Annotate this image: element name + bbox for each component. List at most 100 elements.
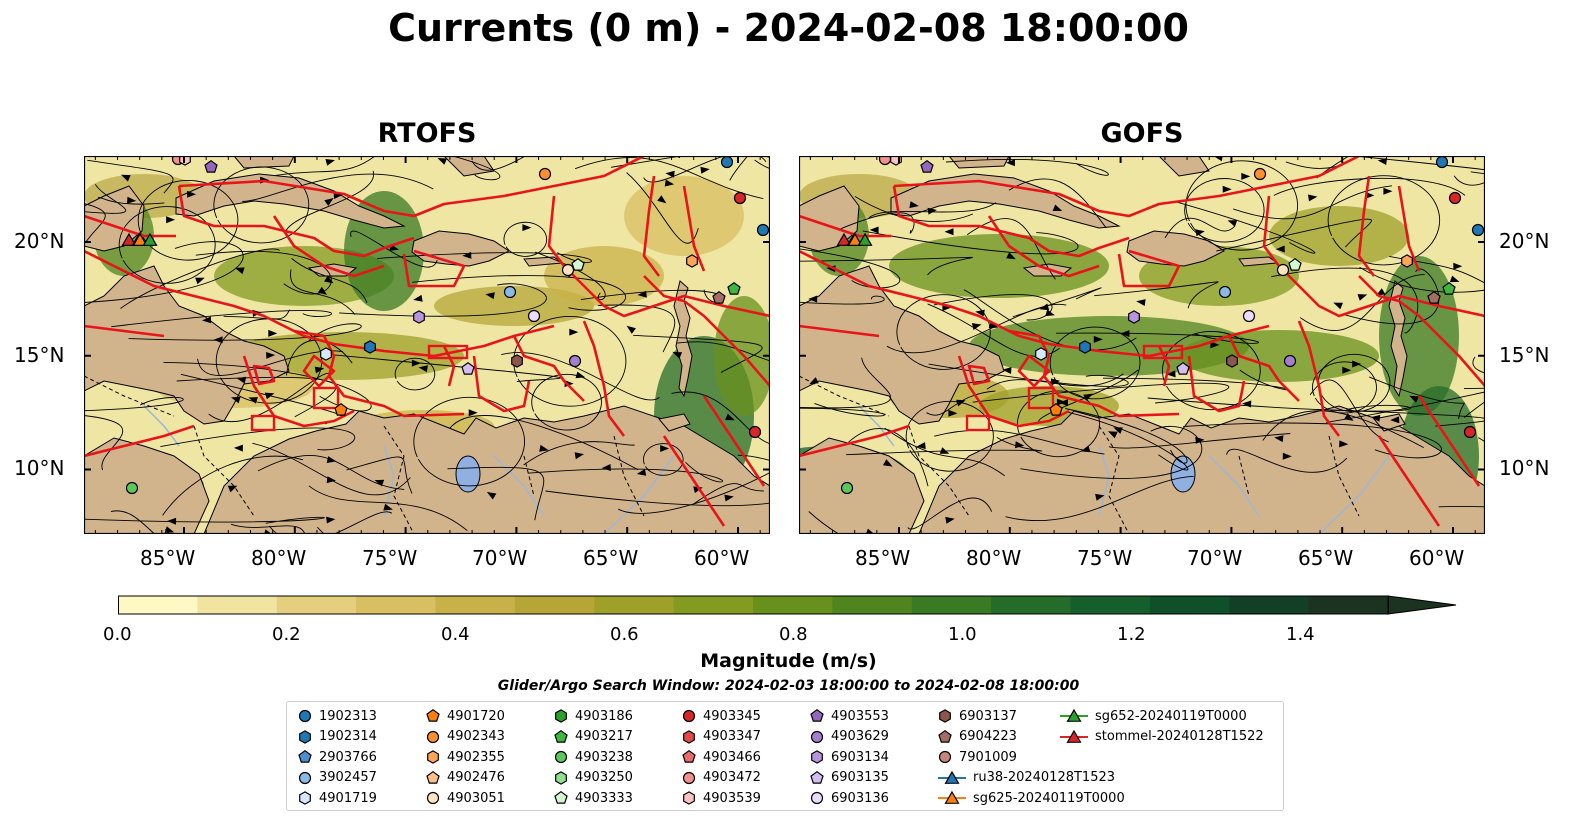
streamline-arrow: [166, 216, 176, 224]
legend-item: 3902457: [297, 768, 377, 788]
streamline-arrow: [1308, 194, 1318, 202]
float-marker: [847, 232, 863, 246]
eez-boundary: [893, 156, 1360, 218]
streamline-arrow: [1333, 302, 1343, 310]
colorbar-tick: 1.4: [1286, 624, 1315, 645]
legend-marker-icon: [299, 791, 311, 805]
legend-marker-icon: [1060, 708, 1088, 722]
legend-marker-icon: [938, 750, 952, 764]
streamline-arrow: [1409, 395, 1419, 403]
streamline: [252, 442, 411, 496]
streamline: [633, 334, 763, 373]
streamline-arrow: [231, 396, 241, 404]
float-marker: [1442, 281, 1456, 295]
streamline: [867, 202, 997, 220]
legend-item: sg625-20240119T0000: [937, 788, 1125, 808]
streamline-arrow: [418, 365, 428, 373]
streamline: [1316, 156, 1350, 179]
streamline-arrow: [575, 371, 586, 379]
legend-marker-icon: [298, 709, 312, 723]
legend-label: 2903766: [319, 749, 377, 765]
river: [858, 405, 895, 447]
streamline-arrow: [1056, 398, 1066, 406]
legend-item: 4903345: [681, 706, 761, 726]
eez-boundary: [957, 355, 1070, 428]
streamline-arrow: [1002, 367, 1012, 374]
streamline: [643, 156, 767, 183]
float-marker: [1283, 354, 1297, 368]
eez-boundary: [1358, 275, 1485, 387]
legend-label: 4903347: [703, 729, 761, 744]
float-marker: [204, 159, 218, 173]
legend-marker: [944, 790, 960, 804]
y-tick-label: 15°N: [14, 343, 65, 367]
eez-boundary: [1027, 386, 1055, 410]
eez-boundary: [582, 320, 626, 437]
legend-label: 6903134: [831, 749, 889, 765]
legend-label: 4902355: [447, 749, 505, 765]
eez-boundary: [799, 424, 910, 458]
eez-boundary: [965, 414, 991, 432]
streamline-arrow: [187, 190, 197, 198]
streamline-arrow: [1282, 452, 1292, 460]
eez-boundary: [293, 329, 465, 418]
float-marker: [125, 481, 139, 495]
float-marker: [511, 354, 523, 368]
colorbar-segment: [118, 596, 198, 614]
legend-item: stommel-20240128T1522: [1059, 727, 1264, 747]
streamline: [643, 443, 684, 476]
x-tick-label: 70°W: [1187, 546, 1243, 570]
legend-item: 4903553: [809, 706, 889, 726]
streamline-arrow: [1166, 370, 1176, 378]
float-marker: [1242, 309, 1256, 323]
float-marker: [686, 254, 698, 268]
x-tick-label: 65°W: [583, 546, 639, 570]
land: [203, 405, 770, 534]
legend-marker-icon: [555, 709, 567, 723]
streamline-arrow: [202, 316, 212, 324]
streamline-arrow: [883, 459, 893, 467]
streamline-arrow: [672, 351, 683, 359]
streamline: [330, 354, 561, 383]
legend-item: 6903134: [809, 747, 889, 767]
streamline: [1185, 160, 1298, 251]
streamline: [84, 516, 325, 524]
streamline: [1369, 376, 1465, 419]
streamline: [598, 304, 676, 353]
legend-marker-icon: [683, 791, 695, 805]
streamline: [1012, 287, 1102, 318]
legend-item: 4903539: [681, 788, 761, 808]
streamline-arrow: [1222, 185, 1232, 193]
streamline: [1016, 390, 1100, 458]
eez-boundary: [1187, 355, 1246, 413]
legend-marker-icon: [938, 770, 966, 784]
map-frame: [799, 156, 1485, 534]
streamline: [503, 221, 548, 257]
legend-item: 4903629: [809, 727, 889, 747]
streamline-arrow: [264, 392, 275, 400]
float-marker: [571, 257, 585, 271]
legend-marker: [426, 770, 440, 784]
colorbar-segment: [673, 596, 754, 614]
legend-marker: [810, 770, 824, 784]
float-marker: [1253, 167, 1267, 181]
legend-item: 4903217: [553, 727, 633, 747]
legend-label: 4903333: [575, 790, 633, 806]
streamline: [308, 485, 468, 532]
streamline: [1299, 274, 1425, 332]
streamline: [1005, 475, 1194, 522]
streamline-arrow: [1136, 299, 1146, 306]
streamline: [1326, 391, 1485, 423]
legend-marker: [939, 709, 951, 723]
streamline-arrow: [1453, 262, 1463, 270]
streamline-arrow: [626, 325, 636, 334]
legend-marker: [554, 790, 568, 804]
colorbar-segment: [1229, 596, 1310, 614]
land: [948, 156, 1010, 169]
colorbar-segment: [514, 596, 595, 614]
land: [918, 405, 1485, 534]
float-marker: [561, 263, 575, 277]
streamline: [513, 316, 627, 407]
float-marker: [121, 232, 137, 246]
legend-marker-icon: [298, 771, 312, 784]
